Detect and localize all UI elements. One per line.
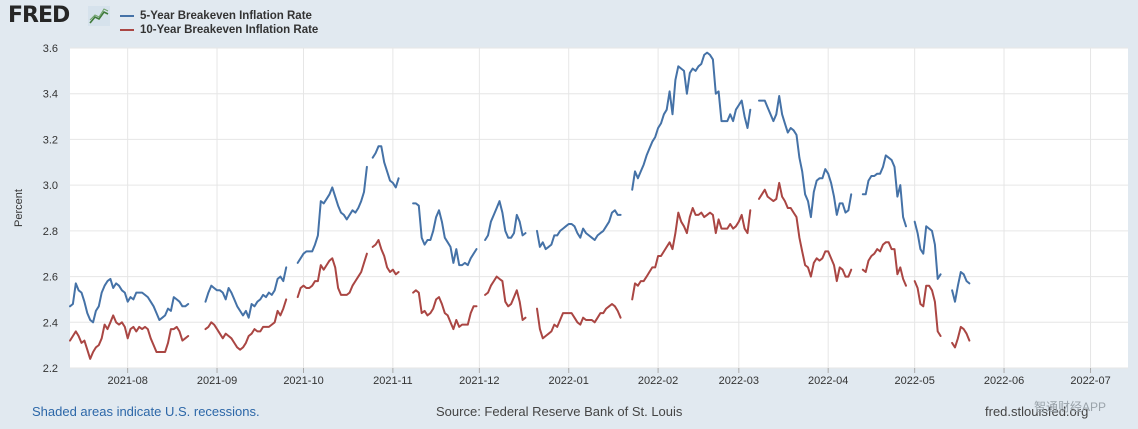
x-tick-label: 2021-08 [107, 375, 147, 387]
legend-swatch-10y [120, 29, 134, 31]
recession-note: Shaded areas indicate U.S. recessions. [32, 404, 260, 419]
series-line-5y [861, 154, 907, 228]
y-tick-label: 3.6 [43, 43, 58, 55]
series-line-5y [951, 271, 971, 303]
series-line-10y [536, 303, 622, 340]
series-line-10y [913, 280, 942, 337]
site-link[interactable]: fred.stlouisfed.org [985, 404, 1089, 419]
line-chart[interactable]: 2.2 2.4 2.6 2.8 3.0 3.2 3.4 3.6 2021-08 2021-09 20… [0, 0, 1138, 400]
chart-legend: 5-Year Breakeven Inflation Rate 10-Year … [120, 9, 318, 37]
y-tick-label: 2.2 [43, 363, 58, 375]
series-line-5y [536, 209, 622, 251]
x-tick-label: 2022-07 [1070, 375, 1110, 387]
series-line-5y [204, 266, 288, 319]
chart-line-icon [88, 6, 110, 26]
y-tick-label: 3.0 [43, 180, 58, 192]
series-line-5y [631, 51, 752, 191]
y-tick-label: 2.8 [43, 226, 58, 238]
x-tick-label: 2021-09 [197, 375, 237, 387]
fred-logo[interactable]: FRED [8, 3, 70, 28]
series-line-10y [371, 239, 400, 276]
series-line-10y [951, 325, 971, 349]
series-line-5y [484, 200, 527, 241]
legend-label-5y: 5-Year Breakeven Inflation Rate [140, 10, 312, 22]
chart-header: FRED 5-Year Breakeven Inflation Rate 10-… [0, 0, 1138, 40]
plot-area [70, 48, 1128, 368]
legend-item-5y[interactable]: 5-Year Breakeven Inflation Rate [120, 9, 318, 23]
x-tick-label: 2021-11 [373, 375, 413, 387]
x-tick-label: 2022-02 [638, 375, 678, 387]
y-tick-label: 3.2 [43, 134, 58, 146]
y-axis-title: Percent [13, 189, 25, 227]
series-line-10y [861, 241, 907, 287]
y-tick-label: 2.4 [43, 317, 58, 329]
x-tick-label: 2022-01 [549, 375, 589, 387]
series-line-5y [913, 220, 942, 280]
x-tick-label: 2022-04 [808, 375, 848, 387]
series-line-10y [69, 314, 190, 360]
series-line-10y [758, 181, 853, 283]
source-note: Source: Federal Reserve Bank of St. Loui… [436, 404, 683, 419]
series-line-5y [296, 165, 368, 264]
series-line-5y [412, 202, 478, 267]
x-tick-label: 2021-12 [459, 375, 499, 387]
series-line-5y [69, 277, 190, 324]
x-tick-label: 2022-06 [984, 375, 1024, 387]
x-tick-label: 2022-05 [894, 375, 934, 387]
series-line-10y [631, 207, 752, 301]
series-line-5y [758, 95, 853, 219]
series-line-10y [484, 275, 527, 321]
series-line-10y [296, 252, 368, 299]
legend-swatch-5y [120, 15, 134, 17]
legend-item-10y[interactable]: 10-Year Breakeven Inflation Rate [120, 23, 318, 37]
watermark: 智通财经APP [1034, 400, 1107, 414]
y-tick-label: 3.4 [43, 89, 58, 101]
y-tick-label: 2.6 [43, 272, 58, 284]
series-line-5y [371, 145, 400, 189]
x-tick-label: 2021-10 [283, 375, 323, 387]
x-tick-label: 2022-03 [719, 375, 759, 387]
legend-label-10y: 10-Year Breakeven Inflation Rate [140, 24, 319, 36]
series-line-10y [204, 298, 288, 351]
series-line-10y [412, 289, 478, 331]
chart-footer: Shaded areas indicate U.S. recessions. S… [0, 400, 1138, 424]
